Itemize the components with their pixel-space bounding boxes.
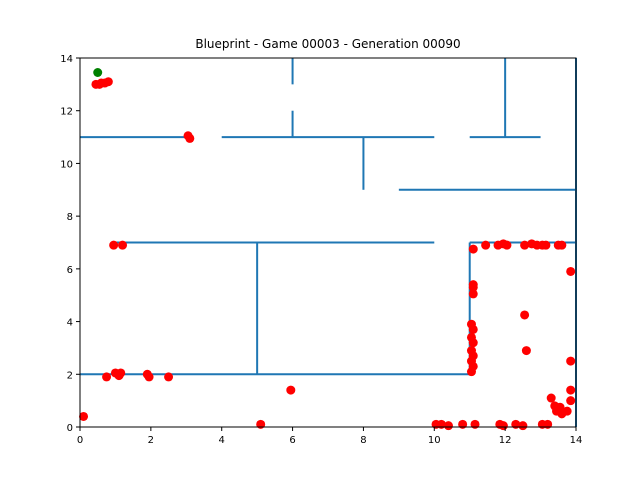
red-point (79, 411, 89, 421)
y-tick-label: 0 (67, 423, 73, 434)
y-tick-label: 14 (60, 54, 73, 65)
y-tick-label: 10 (60, 159, 73, 170)
x-tick-label: 4 (219, 435, 225, 446)
red-point (468, 244, 478, 254)
x-tick-label: 8 (360, 435, 366, 446)
red-point (468, 280, 478, 290)
y-tick-label: 6 (67, 265, 73, 276)
red-point (502, 240, 512, 250)
red-point (557, 240, 567, 250)
red-point (546, 393, 556, 403)
x-tick-label: 14 (570, 435, 583, 446)
red-point (521, 346, 531, 356)
x-tick-label: 0 (77, 435, 83, 446)
red-point (518, 421, 528, 431)
red-point (562, 406, 572, 416)
red-point (256, 419, 266, 429)
red-point (109, 240, 119, 250)
red-point (116, 368, 126, 378)
red-point (520, 310, 530, 320)
red-point (468, 289, 478, 299)
y-tick-label: 12 (60, 107, 73, 118)
red-point (566, 266, 576, 276)
red-point (144, 372, 154, 382)
red-point (520, 240, 530, 250)
x-tick-label: 10 (428, 435, 441, 446)
plot-frame (79, 57, 577, 428)
red-point (470, 419, 480, 429)
red-point (102, 372, 112, 382)
red-point (566, 396, 576, 406)
x-tick-label: 2 (148, 435, 154, 446)
red-point (466, 367, 476, 377)
red-point (468, 324, 478, 334)
red-point (566, 385, 576, 395)
red-point (481, 240, 491, 250)
green-point (93, 67, 103, 77)
y-axis: 0 2 4 6 8 10 12 14 (60, 54, 80, 434)
red-point (286, 385, 296, 395)
red-point (543, 419, 553, 429)
chart-title: Blueprint - Game 00003 - Generation 0009… (195, 37, 460, 51)
red-point (498, 421, 508, 431)
red-point (103, 77, 113, 87)
points-layer (79, 67, 576, 431)
y-tick-label: 8 (67, 212, 73, 223)
red-point (443, 421, 453, 431)
y-tick-label: 4 (67, 318, 73, 329)
y-tick-label: 2 (67, 370, 73, 381)
red-point (566, 356, 576, 366)
red-point (458, 419, 468, 429)
x-tick-label: 6 (289, 435, 295, 446)
red-point (118, 240, 128, 250)
red-point (468, 338, 478, 348)
x-tick-label: 12 (499, 435, 512, 446)
red-point (164, 372, 174, 382)
x-axis: 0 2 4 6 8 10 12 14 (77, 427, 583, 446)
red-point (185, 133, 195, 143)
red-point (541, 240, 551, 250)
